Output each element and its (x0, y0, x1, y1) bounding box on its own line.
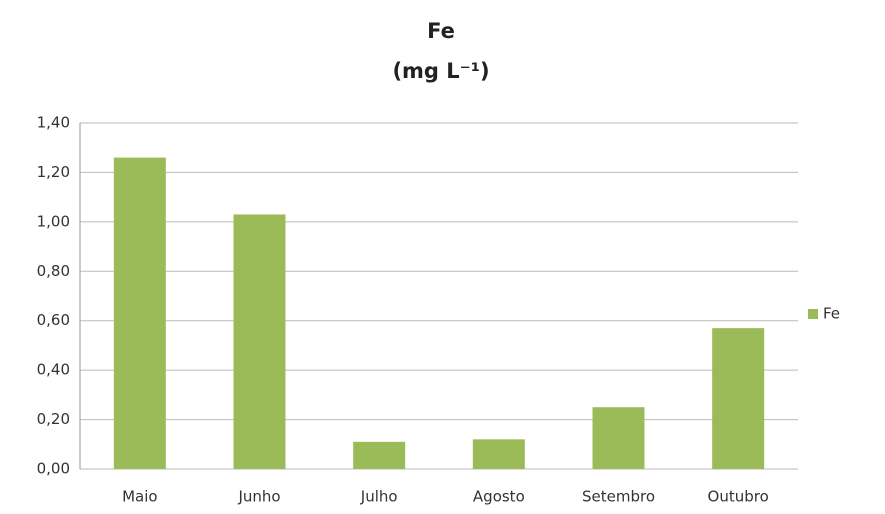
y-tick-label: 0,20 (37, 410, 70, 428)
y-tick-label: 0,60 (37, 311, 70, 329)
y-tick-label: 1,40 (37, 114, 70, 132)
y-tick-label: 1,00 (37, 212, 70, 230)
y-tick-label: 0,00 (37, 460, 70, 478)
chart-subtitle: (mg L⁻¹) (392, 59, 489, 83)
x-tick-label: Agosto (473, 488, 525, 506)
y-tick-label: 0,40 (37, 361, 70, 379)
x-tick-label: Maio (122, 488, 157, 506)
bar (592, 407, 645, 469)
bar (233, 214, 286, 469)
y-tick-label: 1,20 (37, 163, 70, 181)
legend-swatch (808, 309, 818, 319)
legend-label: Fe (823, 305, 840, 323)
bar (353, 441, 406, 469)
bar (113, 157, 166, 469)
x-tick-label: Outubro (708, 488, 769, 506)
x-tick-label: Junho (237, 488, 280, 506)
bar (472, 439, 525, 469)
y-tick-label: 0,80 (37, 262, 70, 280)
chart-title: Fe (427, 19, 455, 43)
x-tick-label: Julho (360, 488, 398, 506)
bar (712, 328, 765, 469)
x-tick-label: Setembro (582, 488, 655, 506)
